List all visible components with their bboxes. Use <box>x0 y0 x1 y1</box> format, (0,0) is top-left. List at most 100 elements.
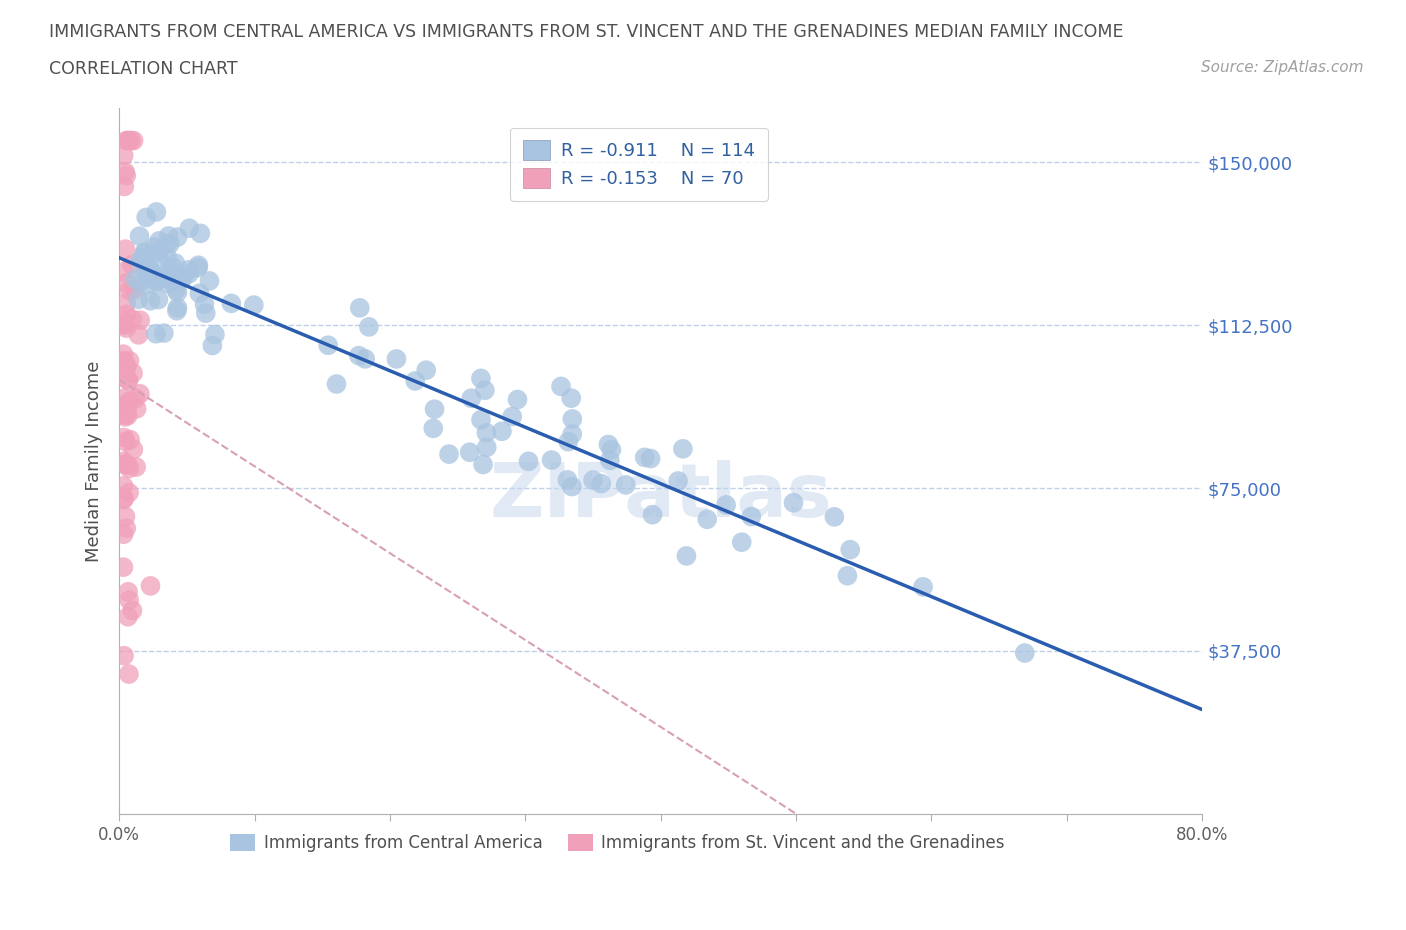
Point <box>153 326 176 340</box>
Point <box>139 263 162 278</box>
Point <box>598 437 620 452</box>
Point <box>472 457 495 472</box>
Point <box>172 271 194 286</box>
Point <box>112 354 135 369</box>
Point <box>112 560 135 575</box>
Point <box>128 275 150 290</box>
Point <box>600 443 623 458</box>
Point <box>385 352 408 366</box>
Point <box>152 269 174 284</box>
Point <box>675 549 697 564</box>
Point <box>114 358 136 373</box>
Point <box>162 273 184 288</box>
Point <box>112 148 135 163</box>
Point <box>470 412 492 427</box>
Point <box>124 282 146 297</box>
Point <box>423 402 446 417</box>
Point <box>145 205 167 219</box>
Point <box>117 372 139 387</box>
Text: Source: ZipAtlas.com: Source: ZipAtlas.com <box>1201 60 1364 75</box>
Point <box>112 491 135 506</box>
Point <box>458 445 481 459</box>
Point <box>561 427 583 442</box>
Point <box>115 133 138 148</box>
Point <box>316 338 339 352</box>
Point <box>1014 645 1036 660</box>
Point <box>156 248 179 263</box>
Point <box>115 399 138 414</box>
Point <box>112 179 135 194</box>
Point <box>124 272 146 286</box>
Point <box>112 430 135 445</box>
Point <box>114 457 136 472</box>
Point <box>193 297 215 312</box>
Point <box>118 353 141 368</box>
Point <box>166 285 188 299</box>
Point <box>135 264 157 279</box>
Point <box>148 244 170 259</box>
Point <box>112 492 135 507</box>
Point <box>136 269 159 284</box>
Point <box>112 407 135 422</box>
Point <box>599 453 621 468</box>
Point <box>823 510 845 525</box>
Point <box>136 255 159 270</box>
Point <box>557 472 579 487</box>
Point <box>117 408 139 423</box>
Point <box>134 245 156 259</box>
Point <box>114 242 136 257</box>
Point <box>357 320 380 335</box>
Point <box>122 365 145 380</box>
Point <box>118 485 141 500</box>
Point <box>641 507 664 522</box>
Point <box>148 233 170 248</box>
Point <box>591 476 613 491</box>
Point <box>156 276 179 291</box>
Point <box>325 377 347 392</box>
Point <box>354 352 377 366</box>
Point <box>117 458 139 472</box>
Point <box>347 348 370 363</box>
Point <box>121 258 143 272</box>
Point <box>112 347 135 362</box>
Point <box>156 237 179 252</box>
Point <box>118 283 141 298</box>
Point <box>614 477 637 492</box>
Point <box>159 236 181 251</box>
Point <box>187 258 209 272</box>
Point <box>139 293 162 308</box>
Point <box>121 604 143 618</box>
Point <box>112 479 135 494</box>
Point <box>115 307 138 322</box>
Point <box>782 496 804 511</box>
Point <box>117 584 139 599</box>
Point <box>131 250 153 265</box>
Point <box>118 133 141 148</box>
Point <box>145 273 167 288</box>
Point <box>128 229 150 244</box>
Point <box>129 312 152 327</box>
Point <box>221 296 243 311</box>
Point <box>474 383 496 398</box>
Point <box>118 393 141 408</box>
Point <box>243 298 266 312</box>
Point <box>714 498 737 512</box>
Point <box>582 472 605 487</box>
Point <box>157 229 180 244</box>
Point <box>114 509 136 524</box>
Point <box>114 398 136 413</box>
Point <box>404 374 426 389</box>
Point <box>188 286 211 300</box>
Point <box>501 409 523 424</box>
Point <box>122 442 145 457</box>
Point <box>115 275 138 290</box>
Point <box>136 277 159 292</box>
Point <box>190 226 212 241</box>
Point <box>166 230 188 245</box>
Point <box>118 592 141 607</box>
Point <box>127 292 149 307</box>
Point <box>640 451 662 466</box>
Point <box>118 461 141 476</box>
Point <box>115 168 138 183</box>
Point <box>672 442 695 457</box>
